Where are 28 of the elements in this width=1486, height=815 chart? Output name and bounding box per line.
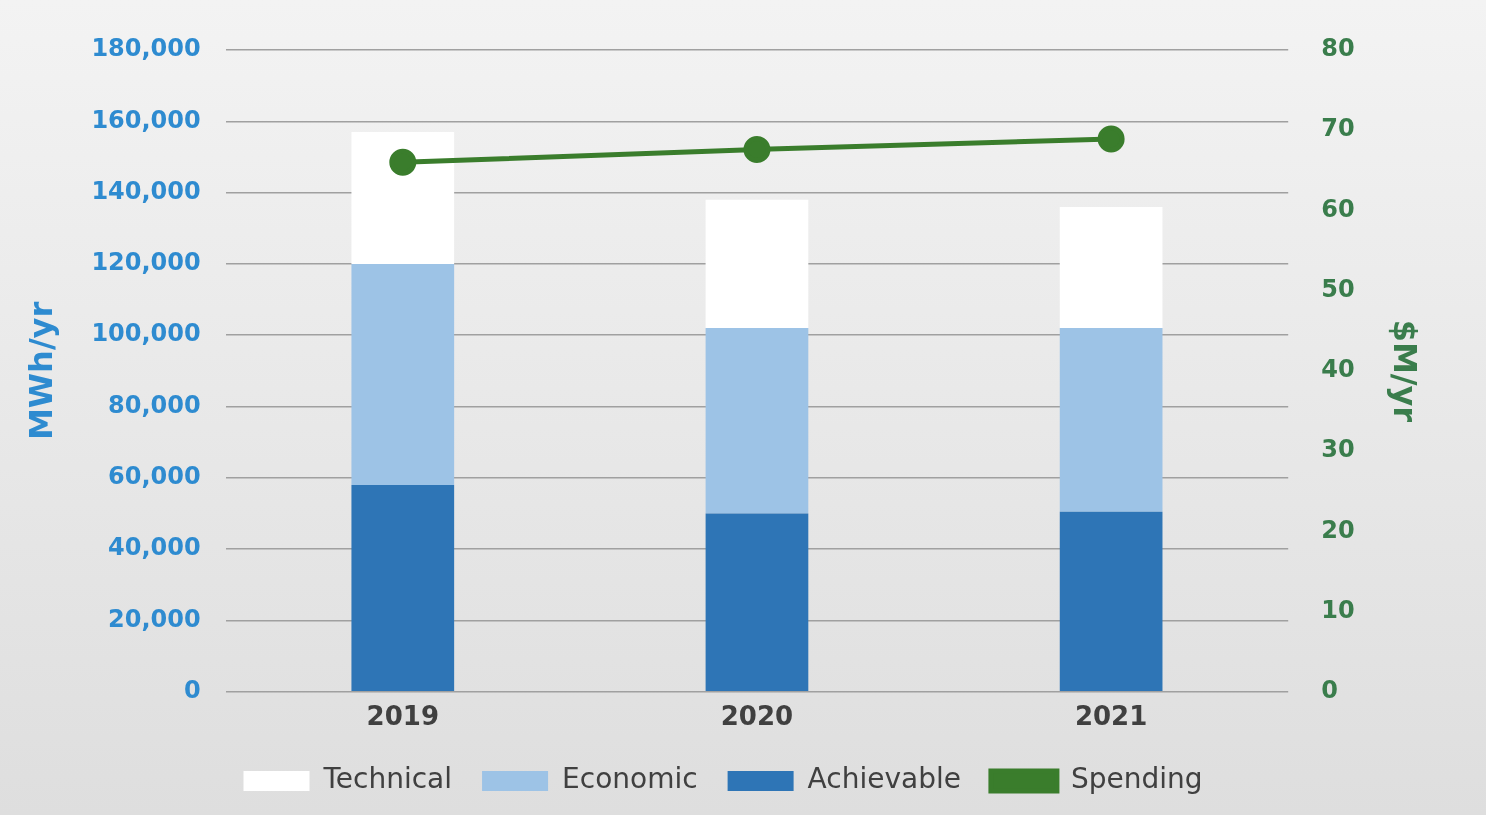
legend-label: Technical (322, 762, 453, 796)
y-tick-label: 0 (184, 676, 201, 705)
y-tick-label: 160,000 (91, 105, 201, 134)
y2-tick-label: 60 (1321, 194, 1355, 223)
y2-tick-label: 30 (1321, 435, 1355, 464)
x-tick-label: 2020 (720, 701, 794, 732)
x-tick-label: 2021 (1074, 701, 1148, 732)
y-tick-label: 60,000 (108, 462, 201, 491)
y2-tick-label: 70 (1321, 114, 1355, 143)
y-tick-label: 40,000 (108, 533, 201, 562)
x-tick-label: 2019 (366, 701, 439, 732)
y-tick-label: 20,000 (108, 604, 201, 633)
y2-tick-label: 20 (1321, 515, 1355, 544)
y-tick-label: 80,000 (108, 390, 201, 419)
y2-tick-label: 40 (1321, 355, 1355, 384)
y-tick-label: 140,000 (91, 176, 201, 205)
y2-tick-label: 50 (1321, 274, 1355, 303)
y2-tick-label: 10 (1321, 595, 1355, 624)
y-axis-title: MWh/yr (21, 301, 60, 441)
y2-tick-label: 80 (1321, 34, 1355, 63)
y2-axis-title: $M/yr (1386, 319, 1425, 423)
legend-label: Spending (1070, 762, 1203, 796)
y-tick-label: 100,000 (91, 319, 201, 348)
legend-label: Economic (562, 762, 698, 796)
legend-label: Achievable (807, 762, 961, 796)
y-tick-label: 180,000 (91, 34, 201, 63)
y2-tick-label: 0 (1321, 676, 1338, 705)
y-tick-label: 120,000 (91, 248, 201, 277)
